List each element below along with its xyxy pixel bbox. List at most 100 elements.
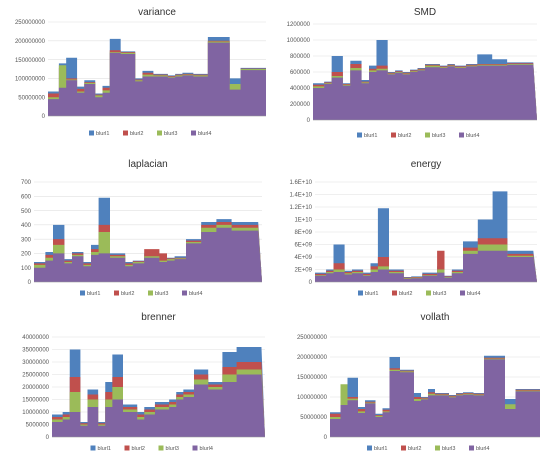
legend-item-blurl2: blurl2 — [401, 445, 421, 452]
legend-swatch — [435, 445, 440, 451]
legend-swatch — [460, 290, 465, 296]
legend-item-blurl2: blurl2 — [114, 290, 134, 297]
y-tick-label: 200000000 — [15, 39, 46, 45]
legend-item-blurl2: blurl2 — [392, 290, 412, 297]
legend-item-blurl4: blurl4 — [182, 290, 202, 297]
legend-label: blurl1 — [98, 446, 111, 452]
y-tick-label: 40000000 — [22, 335, 49, 341]
y-tick-label: 300 — [21, 237, 32, 243]
y-tick-label: 200 — [21, 252, 32, 258]
legend-label: blurl3 — [442, 446, 455, 452]
legend-item-blurl2: blurl2 — [123, 130, 143, 137]
legend-label: blurl3 — [164, 131, 177, 137]
legend-swatch — [192, 445, 198, 451]
y-tick-label: 800000 — [290, 54, 311, 60]
series-blurl4 — [52, 374, 265, 437]
y-tick-label: 20000000 — [22, 385, 49, 391]
series-blurl4 — [313, 64, 537, 120]
y-tick-label: 1000000 — [287, 38, 311, 44]
legend-swatch — [357, 132, 362, 138]
y-tick-label: 4E+09 — [294, 255, 312, 261]
legend-label: blurl3 — [433, 291, 446, 297]
legend-swatch — [391, 132, 396, 138]
legend-swatch — [469, 445, 474, 451]
legend-swatch — [90, 445, 96, 451]
legend-item-blurl3: blurl3 — [158, 445, 179, 452]
legend-label: blurl2 — [408, 446, 421, 452]
legend-swatch — [148, 290, 153, 296]
series-blurl4 — [315, 250, 537, 282]
y-tick-label: 0 — [28, 280, 32, 286]
y-tick-label: 25000000 — [22, 373, 49, 379]
legend-item-blurl2: blurl2 — [391, 132, 411, 139]
legend-label: blurl4 — [198, 131, 211, 137]
legend-item-blurl1: blurl1 — [80, 290, 100, 297]
chart-title: variance — [138, 7, 176, 18]
y-tick-label: 1E+10 — [294, 218, 312, 224]
legend-item-blurl3: blurl3 — [148, 290, 168, 297]
legend-swatch — [114, 290, 119, 296]
legend-swatch — [191, 130, 196, 136]
y-tick-label: 1200000 — [287, 22, 311, 28]
legend-label: blurl2 — [121, 291, 134, 297]
y-tick-label: 1.6E+10 — [289, 180, 312, 186]
legend-label: blurl4 — [467, 291, 480, 297]
legend-swatch — [392, 290, 397, 296]
chart-brenner: brenner 0 5000000 10000000 15000000 20000000 2… — [22, 312, 265, 452]
legend-label: blurl1 — [374, 446, 387, 452]
legend-item-blurl1: blurl1 — [90, 445, 111, 452]
series-blurl4 — [34, 227, 262, 282]
legend-swatch — [182, 290, 187, 296]
y-tick-label: 400000 — [290, 86, 311, 92]
legend-swatch — [157, 130, 162, 136]
y-tick-label: 1.2E+10 — [289, 205, 312, 211]
legend-label: blurl3 — [166, 446, 179, 452]
legend-item-blurl1: blurl1 — [358, 290, 378, 297]
legend-swatch — [367, 445, 372, 451]
chart-title: laplacian — [128, 159, 167, 170]
y-tick-label: 30000000 — [22, 360, 49, 366]
legend-label: blurl2 — [399, 291, 412, 297]
chart-laplacian: laplacian 0 100 200 300 400 500 600 700 blurl1 blu… — [21, 159, 262, 297]
y-tick-label: 10000000 — [22, 410, 49, 416]
series-area-blurl4 — [48, 42, 266, 116]
legend-item-blurl4: blurl4 — [191, 130, 211, 137]
legend-label: blurl1 — [87, 291, 100, 297]
legend-label: blurl3 — [432, 133, 445, 139]
y-tick-label: 150000000 — [15, 58, 46, 64]
chart-title: energy — [411, 159, 442, 170]
y-tick-label: 2E+09 — [294, 268, 312, 274]
legend-label: blurl2 — [130, 131, 143, 137]
chart-variance: variance 0 50000000 100000000 150000000 20000… — [15, 7, 266, 137]
series-area-blurl4 — [330, 359, 540, 437]
y-tick-label: 100000000 — [15, 77, 46, 83]
legend-label: blurl2 — [398, 133, 411, 139]
legend-label: blurl4 — [189, 291, 202, 297]
legend-swatch — [124, 445, 130, 451]
legend-label: blurl1 — [96, 131, 109, 137]
y-tick-label: 400 — [21, 223, 32, 229]
chart-vollath: vollath 0 50000000 100000000 150000000 200000… — [297, 312, 540, 452]
legend-swatch — [158, 445, 164, 451]
legend-item-blurl3: blurl3 — [157, 130, 177, 137]
y-tick-label: 500 — [21, 209, 32, 215]
legend-swatch — [358, 290, 363, 296]
legend-item-blurl4: blurl4 — [459, 132, 479, 139]
legend-item-blurl4: blurl4 — [460, 290, 480, 297]
legend-label: blurl3 — [155, 291, 168, 297]
legend-swatch — [459, 132, 464, 138]
y-tick-label: 200000 — [290, 102, 311, 108]
legend-label: blurl4 — [476, 446, 489, 452]
y-tick-label: 0 — [309, 280, 313, 286]
y-tick-label: 0 — [46, 435, 50, 441]
y-tick-label: 5000000 — [26, 423, 50, 429]
y-tick-label: 0 — [324, 435, 328, 441]
legend-swatch — [401, 445, 406, 451]
legend-swatch — [425, 132, 430, 138]
legend-label: blurl1 — [365, 291, 378, 297]
y-tick-label: 250000000 — [297, 335, 328, 341]
legend-swatch — [426, 290, 431, 296]
legend-item-blurl3: blurl3 — [426, 290, 446, 297]
legend-item-blurl1: blurl1 — [367, 445, 387, 452]
